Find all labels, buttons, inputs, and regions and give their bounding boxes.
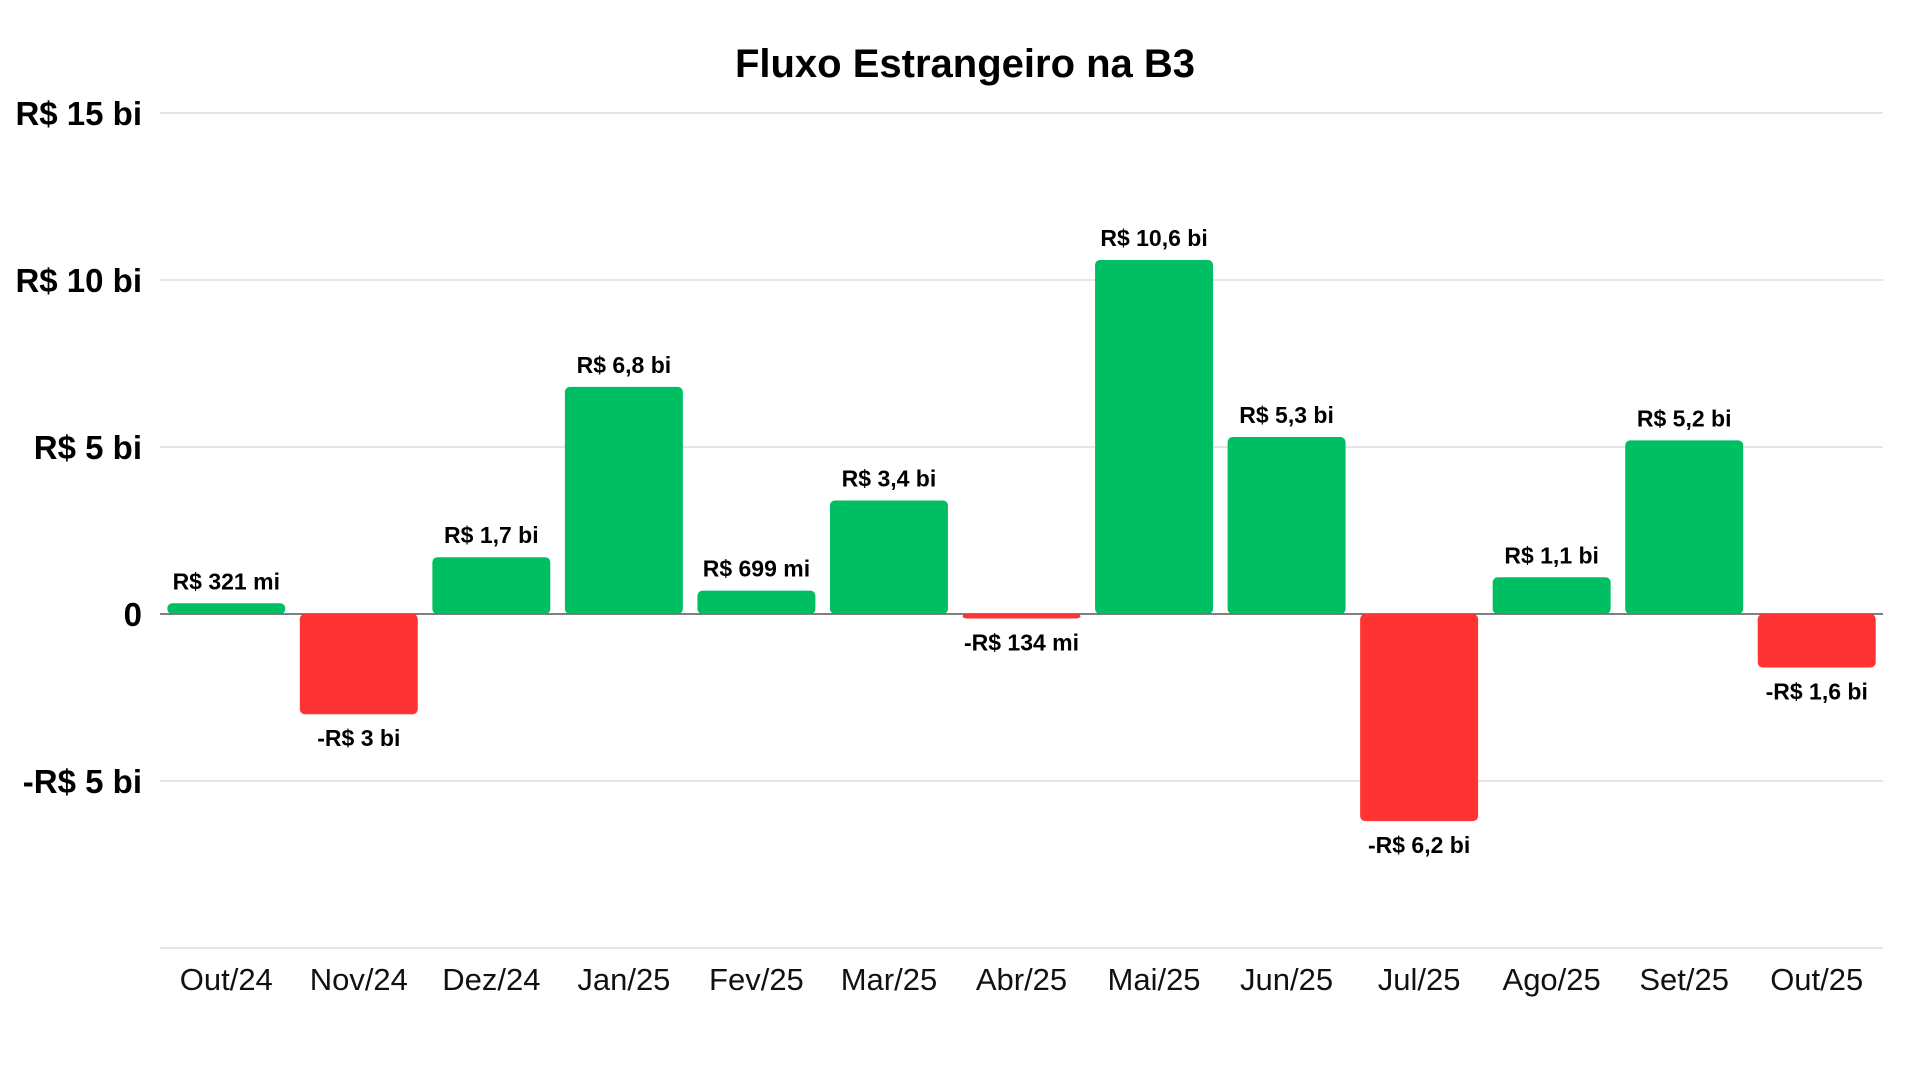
grid-lines xyxy=(160,112,1883,949)
bar xyxy=(829,500,948,614)
bar xyxy=(564,386,683,614)
x-tick-label: Dez/24 xyxy=(442,962,540,997)
data-label: R$ 1,1 bi xyxy=(1504,542,1599,568)
data-label: -R$ 1,6 bi xyxy=(1766,678,1868,704)
y-axis: R$ 15 bi R$ 10 bi R$ 5 bi 0 -R$ 5 bi xyxy=(15,95,142,800)
data-label: R$ 5,3 bi xyxy=(1239,402,1334,428)
y-tick-label: -R$ 5 bi xyxy=(23,763,142,800)
data-label: R$ 6,8 bi xyxy=(577,352,672,378)
x-tick-label: Nov/24 xyxy=(310,962,408,997)
y-tick-label: R$ 15 bi xyxy=(15,95,142,132)
x-axis: Out/24 Nov/24 Dez/24 Jan/25 Fev/25 Mar/25 Abr/… xyxy=(180,962,1864,997)
y-tick-label: R$ 10 bi xyxy=(15,262,142,299)
x-tick-label: Jan/25 xyxy=(577,962,670,997)
bar xyxy=(1095,259,1214,614)
data-label: -R$ 3 bi xyxy=(317,725,400,751)
bar xyxy=(1757,614,1876,668)
x-tick-label: Jun/25 xyxy=(1240,962,1333,997)
bar xyxy=(1360,614,1479,822)
data-label: -R$ 134 mi xyxy=(964,629,1079,655)
x-tick-label: Mai/25 xyxy=(1108,962,1201,997)
bar xyxy=(1227,436,1346,614)
bar xyxy=(1492,577,1611,614)
data-labels: R$ 321 mi -R$ 3 bi R$ 1,7 bi R$ 6,8 bi R$ 69… xyxy=(173,225,1868,858)
bar xyxy=(962,614,1081,619)
x-tick-label: Ago/25 xyxy=(1503,962,1601,997)
data-label: R$ 1,7 bi xyxy=(444,522,539,548)
y-tick-label: 0 xyxy=(124,596,142,633)
y-tick-label: R$ 5 bi xyxy=(34,429,142,466)
data-label: R$ 699 mi xyxy=(703,556,810,582)
bar xyxy=(167,603,286,614)
bars xyxy=(167,259,1876,822)
data-label: R$ 3,4 bi xyxy=(842,465,937,491)
x-tick-label: Out/24 xyxy=(180,962,273,997)
bar xyxy=(432,557,551,614)
x-tick-label: Set/25 xyxy=(1639,962,1729,997)
bar xyxy=(299,614,418,715)
x-tick-label: Jul/25 xyxy=(1378,962,1461,997)
bar xyxy=(1625,440,1744,614)
x-tick-label: Abr/25 xyxy=(976,962,1067,997)
data-label: -R$ 6,2 bi xyxy=(1368,832,1470,858)
data-label: R$ 5,2 bi xyxy=(1637,405,1732,431)
chart-title: Fluxo Estrangeiro na B3 xyxy=(735,42,1195,86)
x-tick-label: Out/25 xyxy=(1770,962,1863,997)
data-label: R$ 10,6 bi xyxy=(1100,225,1207,251)
x-tick-label: Fev/25 xyxy=(709,962,804,997)
bar xyxy=(697,590,816,614)
x-tick-label: Mar/25 xyxy=(841,962,937,997)
data-label: R$ 321 mi xyxy=(173,568,280,594)
